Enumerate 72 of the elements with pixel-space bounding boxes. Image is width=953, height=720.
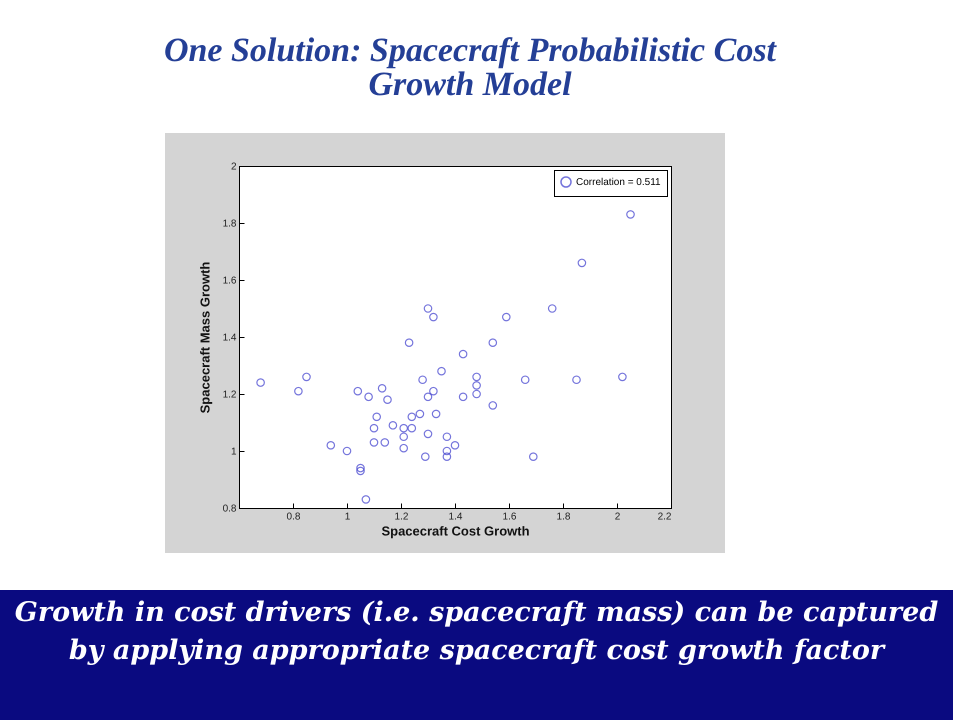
point <box>458 392 468 402</box>
point <box>326 441 336 450</box>
point <box>256 378 265 387</box>
point <box>407 412 416 422</box>
point <box>418 375 427 384</box>
point <box>353 386 362 396</box>
point <box>528 452 538 461</box>
chart-title: One Solution: Spacecraft Probabilistic Cost Growth Model <box>162 32 778 103</box>
point <box>383 395 392 404</box>
point <box>356 466 365 476</box>
point <box>429 386 438 396</box>
point <box>380 438 390 447</box>
y-tick-label: 1.4 <box>222 332 237 344</box>
point <box>520 375 530 384</box>
point <box>399 424 408 432</box>
point <box>578 258 586 268</box>
point <box>429 312 438 322</box>
point <box>407 424 416 432</box>
point <box>302 372 311 382</box>
point <box>370 438 378 447</box>
point <box>399 444 408 452</box>
x-tick-label: 2 <box>614 512 621 522</box>
point <box>437 366 446 376</box>
x-axis-title: Spacecraft Cost Growth <box>381 524 530 538</box>
text: Growth in cost drivers (i.e. spacecraft mass) can be captured by applying appropriate spacecraft cost growth factor <box>0 590 953 720</box>
point <box>488 338 498 347</box>
y-tick-label: 0.8 <box>222 504 237 514</box>
point <box>420 452 430 461</box>
point <box>364 392 373 402</box>
y-tick-label: 1 <box>230 446 237 458</box>
y-tick-label: 1.6 <box>222 276 237 286</box>
point <box>618 372 627 382</box>
point <box>342 446 352 456</box>
point <box>548 304 557 313</box>
point <box>388 421 398 430</box>
point <box>572 375 581 384</box>
point <box>488 401 498 410</box>
point <box>472 381 481 390</box>
point <box>424 304 432 313</box>
point <box>502 312 511 322</box>
point <box>372 412 382 422</box>
point <box>472 372 481 382</box>
x-tick-label: 1.2 <box>394 512 409 522</box>
point <box>442 432 452 442</box>
point <box>626 210 635 219</box>
x-tick-label: 1 <box>344 512 351 522</box>
point <box>432 410 440 418</box>
x-tick-label: 0.8 <box>286 512 301 522</box>
point <box>370 424 378 432</box>
point <box>356 464 365 472</box>
point <box>294 386 303 396</box>
y-tick-label: 1.8 <box>222 218 237 230</box>
point <box>399 432 408 442</box>
x-tick-label: 1.4 <box>448 512 463 522</box>
x-tick-label: 1.6 <box>502 512 517 522</box>
y-tick-label: 2 <box>230 162 237 172</box>
point <box>442 452 452 461</box>
point <box>450 441 460 450</box>
point <box>404 338 414 347</box>
point <box>472 390 481 398</box>
point <box>362 495 370 504</box>
point <box>378 384 386 393</box>
y-tick-label: 1.2 <box>222 390 237 400</box>
point <box>416 410 424 418</box>
y-axis-title: Spacecraft Mass Growth <box>198 262 213 414</box>
point <box>424 392 432 402</box>
point <box>442 446 452 456</box>
x-tick-label: 2.2 <box>658 512 672 522</box>
point <box>424 430 432 438</box>
legend-label: Correlation = 0.511 <box>576 177 662 188</box>
x-tick-label: 1.8 <box>556 512 571 522</box>
point <box>458 350 468 358</box>
